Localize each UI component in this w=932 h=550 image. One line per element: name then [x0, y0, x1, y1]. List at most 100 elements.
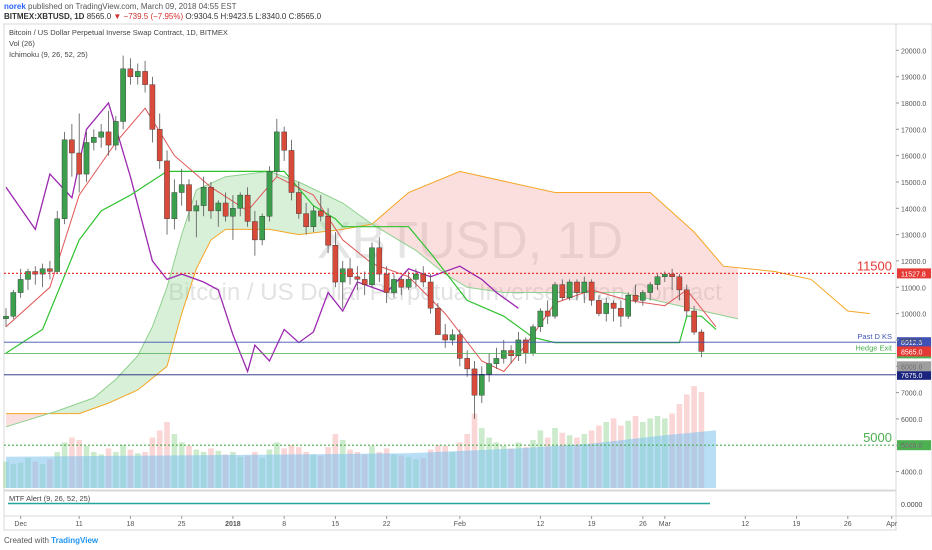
- x-tick-label-2: 18: [127, 521, 135, 528]
- candle-body-53: [391, 279, 397, 293]
- senkou-span-b-line: [6, 170, 870, 415]
- symbol-info: BITMEX:XBTUSD, 1D 8565.0 ▼ −739.5 (−7.95…: [4, 12, 321, 21]
- ichimoku-cloud-segment-1: [49, 171, 376, 414]
- y-tick-label-14: 6000.0: [901, 417, 923, 424]
- candle-body-76: [559, 284, 566, 299]
- candle-body-28: [208, 186, 214, 212]
- x-tick-label-12: Mar: [659, 521, 672, 528]
- candle-body-94: [691, 310, 697, 333]
- mtf-alert-label[interactable]: MTF Alert (9, 26, 52, 25): [9, 494, 91, 503]
- hline-axis-tag-1: [897, 337, 931, 348]
- publish-info: norek published on TradingView.com, Marc…: [4, 2, 236, 11]
- y-tick-label-3: 17000.0: [901, 127, 926, 134]
- author-name[interactable]: norek: [4, 2, 26, 11]
- candle-body-15: [112, 121, 119, 146]
- x-tick-label-4: 2018: [225, 521, 241, 528]
- candle-body-43: [318, 210, 324, 217]
- candle-body-27: [200, 186, 207, 206]
- ohlc-readout: O:9304.5 H:9423.5 L:8340.0 C:8565.0: [185, 12, 322, 21]
- candle-body-2: [17, 279, 24, 293]
- hline-label-2: Hedge Exit: [855, 343, 893, 352]
- y-tick-label-1: 19000.0: [901, 75, 926, 82]
- candle-body-56: [413, 273, 419, 280]
- candle-body-10: [76, 152, 82, 175]
- x-tick-label-0: Dec: [14, 521, 27, 528]
- candle-body-11: [83, 142, 90, 175]
- candle-body-35: [259, 215, 266, 241]
- candle-body-21: [156, 129, 163, 162]
- y-tick-label-9: 11000.0: [901, 285, 926, 292]
- symbol-label: BITMEX:XBTUSD, 1D: [4, 12, 85, 21]
- candle-body-92: [676, 276, 683, 291]
- mtf-alert-value: 0.0000: [901, 502, 923, 509]
- candle-body-29: [215, 202, 222, 212]
- candle-body-50: [369, 247, 375, 285]
- volume-indicator-label[interactable]: Vol (26): [9, 39, 35, 48]
- ichimoku-cloud-segment-2: [375, 171, 738, 319]
- candle-body-19: [142, 71, 148, 85]
- x-tick-label-15: 26: [844, 521, 852, 528]
- chikou-span-line: [5, 101, 519, 374]
- candle-body-78: [574, 281, 580, 293]
- candle-body-89: [654, 276, 661, 285]
- candle-body-22: [164, 160, 170, 219]
- x-tick-label-5: 8: [282, 521, 286, 528]
- candle-body-12: [90, 136, 97, 143]
- price-tag-value-1: 8000.0: [901, 364, 923, 371]
- ichimoku-indicator-label[interactable]: Ichimoku (9, 26, 52, 25): [9, 50, 88, 59]
- candle-body-23: [171, 192, 178, 219]
- candle-body-20: [149, 84, 156, 130]
- candle-body-30: [222, 202, 229, 217]
- y-tick-label-2: 18000.0: [901, 101, 926, 108]
- volume-bar-22: [164, 422, 170, 488]
- candle-body-63: [464, 358, 471, 370]
- y-tick-label-5: 15000.0: [901, 180, 926, 187]
- y-tick-label-16: 4000.0: [901, 470, 923, 477]
- candle-body-44: [325, 215, 331, 246]
- candle-body-8: [61, 139, 68, 220]
- hline-axis-value-4: 5000.0: [901, 443, 923, 450]
- x-tick-label-6: 15: [332, 521, 340, 528]
- candle-body-59: [435, 308, 441, 335]
- y-tick-label-13: 7000.0: [901, 391, 923, 398]
- y-tick-label-6: 14000.0: [901, 206, 926, 213]
- candle-body-86: [632, 295, 639, 301]
- candle-body-66: [486, 363, 492, 375]
- candle-body-17: [127, 68, 134, 77]
- candle-body-61: [449, 334, 456, 341]
- candle-body-75: [552, 284, 558, 317]
- x-tick-label-11: 26: [639, 521, 647, 528]
- candle-body-79: [581, 281, 588, 293]
- candle-body-31: [230, 208, 236, 217]
- candle-body-36: [266, 171, 273, 217]
- candle-body-24: [178, 184, 185, 193]
- candle-body-67: [493, 358, 500, 364]
- candle-body-93: [684, 289, 690, 312]
- candle-body-32: [237, 194, 244, 209]
- candle-body-48: [354, 276, 361, 280]
- candle-body-1: [10, 292, 17, 317]
- candle-body-64: [471, 368, 478, 396]
- candle-body-57: [420, 273, 427, 283]
- candle-body-46: [339, 268, 346, 283]
- senkou-span-a-line: [5, 170, 739, 428]
- hline-label-1: Past D KS: [857, 332, 892, 341]
- candle-body-5: [39, 268, 46, 275]
- candle-body-77: [566, 281, 573, 299]
- x-tick-label-7: 22: [383, 521, 391, 528]
- candle-body-88: [647, 284, 653, 293]
- candle-body-33: [244, 194, 251, 222]
- time-axis[interactable]: [3, 515, 897, 531]
- tradingview-logo[interactable]: TradingView: [51, 536, 99, 545]
- price-tag-0: [897, 346, 931, 357]
- candle-body-91: [669, 273, 675, 277]
- candle-body-39: [288, 150, 295, 193]
- price-tag-value-0: 8565.0: [901, 349, 923, 356]
- candle-body-72: [530, 326, 536, 354]
- candle-body-34: [252, 221, 258, 241]
- candle-body-87: [640, 292, 646, 301]
- candle-body-68: [501, 350, 507, 359]
- published-text: published on TradingView.com, March 09, …: [28, 2, 237, 11]
- candle-body-42: [310, 210, 317, 227]
